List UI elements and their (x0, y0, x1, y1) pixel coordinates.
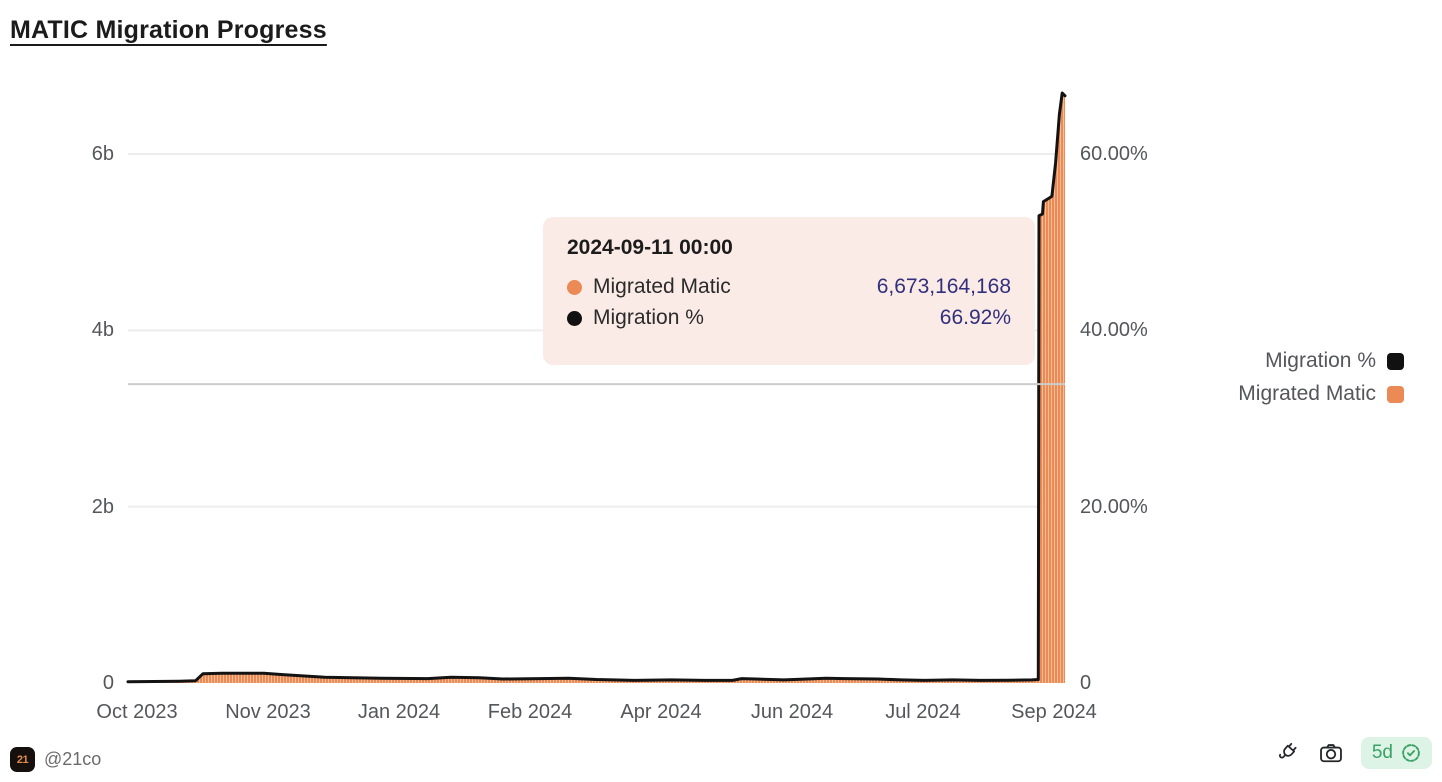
author-handle: @21co (44, 749, 102, 769)
migration-pct-line (126, 91, 1067, 684)
y-axis-tick-left: 6b (91, 142, 114, 165)
freshness-badge[interactable]: 5d (1360, 737, 1432, 769)
chart-plot[interactable] (126, 80, 1067, 688)
y-axis-tick-left: 0 (102, 672, 114, 694)
y-axis-tick-right: 0 (1080, 672, 1092, 694)
tooltip-series-value: 66.92% (939, 306, 1011, 329)
tooltip-rows: Migrated Matic 6,673,164,168 Migration % 66… (567, 275, 1011, 330)
legend-swatch-icon (1387, 352, 1404, 370)
y-axis-tick-right: 40.00% (1080, 319, 1148, 342)
21co-logo-icon: 21 (10, 747, 35, 772)
legend-label: Migrated Matic (1238, 382, 1376, 405)
legend-item[interactable]: Migration % (1265, 349, 1404, 373)
tooltip-date: 2024-09-11 00:00 (567, 236, 733, 259)
x-axis-tick: Oct 2023 (96, 701, 178, 723)
y-axis-tick-right: 20.00% (1080, 495, 1148, 518)
freshness-badge-label: 5d (1371, 742, 1393, 763)
series-dot-icon (567, 310, 582, 326)
camera-icon[interactable] (1318, 740, 1344, 766)
verified-seal-icon (1402, 744, 1420, 762)
series-dot-icon (567, 279, 582, 295)
chart-tooltip: 2024-09-11 00:00 Migrated Matic 6,673,164… (543, 217, 1035, 365)
x-axis-tick: Sep 2024 (1011, 701, 1097, 723)
footer-toolbar: 5d (1275, 737, 1432, 769)
x-axis-tick: Nov 2023 (225, 701, 311, 723)
attribution: 21 @21co (10, 747, 101, 772)
plug-icon[interactable] (1275, 740, 1301, 766)
tooltip-series-label: Migration % (593, 306, 704, 329)
tooltip-series-value: 6,673,164,168 (876, 275, 1011, 298)
y-axis-tick-left: 2b (91, 495, 114, 518)
tooltip-row: Migration % 66.92% (567, 306, 1011, 330)
x-axis-tick: Apr 2024 (620, 701, 702, 723)
migrated-matic-bars (128, 93, 1065, 683)
legend-label: Migration % (1265, 349, 1376, 372)
legend-item[interactable]: Migrated Matic (1238, 382, 1404, 406)
y-axis-tick-left: 4b (91, 319, 114, 342)
x-axis-tick: Jun 2024 (750, 701, 834, 723)
tooltip-series-label: Migrated Matic (593, 275, 731, 298)
legend-swatch-icon (1387, 385, 1404, 403)
chart-title: MATIC Migration Progress (10, 16, 327, 44)
y-axis-tick-right: 60.00% (1080, 142, 1148, 165)
chart-legend: Migration % Migrated Matic (1238, 349, 1404, 406)
x-axis-tick: Jan 2024 (357, 701, 441, 723)
x-axis-tick: Feb 2024 (487, 701, 573, 723)
x-axis-tick: Jul 2024 (885, 701, 961, 723)
tooltip-row: Migrated Matic 6,673,164,168 (567, 275, 1011, 299)
